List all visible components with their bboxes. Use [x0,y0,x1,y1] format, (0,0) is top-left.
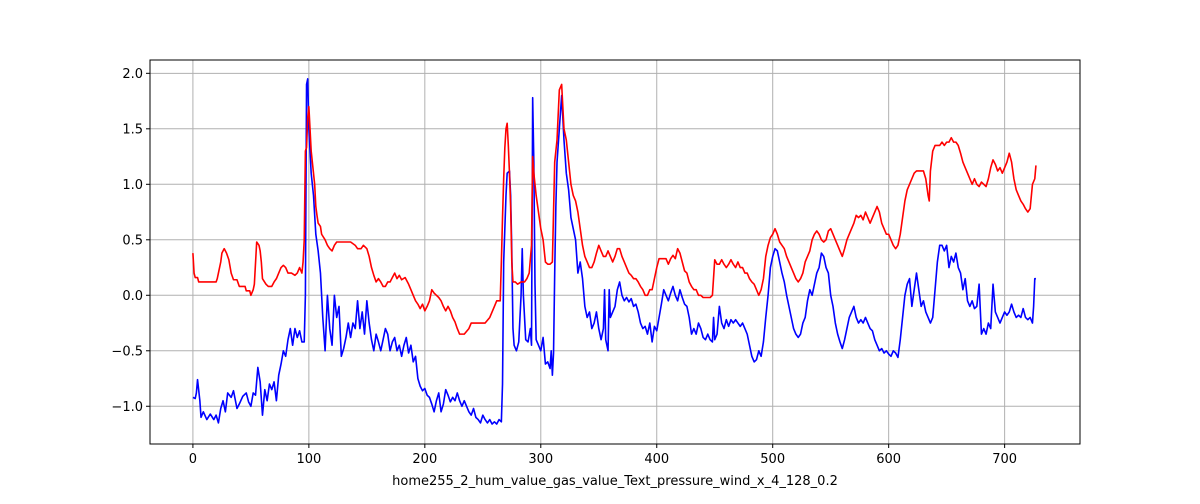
y-tick-label: −1.0 [111,400,143,415]
x-tick-label: 200 [412,452,437,467]
x-tick-label: 600 [876,452,901,467]
x-tick-label: 500 [760,452,785,467]
plot-frame [149,59,1081,445]
y-tick-label: 1.5 [122,122,143,137]
x-tick-label: 0 [189,452,197,467]
y-tick-label: 1.0 [122,178,143,193]
x-axis: 0 100 200 300 400 500 600 700 [189,444,1017,467]
x-axis-label: home255_2_hum_value_gas_value_Text_press… [392,474,838,489]
y-tick-label: −0.5 [111,344,143,359]
series-line-1 [192,78,1036,425]
y-tick-label: 2.0 [122,67,143,82]
series-layer [192,78,1037,425]
plot-area [150,60,1080,444]
x-tick-label: 100 [296,452,321,467]
x-tick-label: 700 [992,452,1017,467]
y-tick-label: 0.5 [122,233,143,248]
y-tick-label: 0.0 [122,289,143,304]
grid [150,60,1080,444]
series-line-2 [192,83,1037,335]
y-axis: −1.0 −0.5 0.0 0.5 1.0 1.5 2.0 [111,67,150,415]
x-tick-label: 400 [644,452,669,467]
x-tick-label: 300 [528,452,553,467]
